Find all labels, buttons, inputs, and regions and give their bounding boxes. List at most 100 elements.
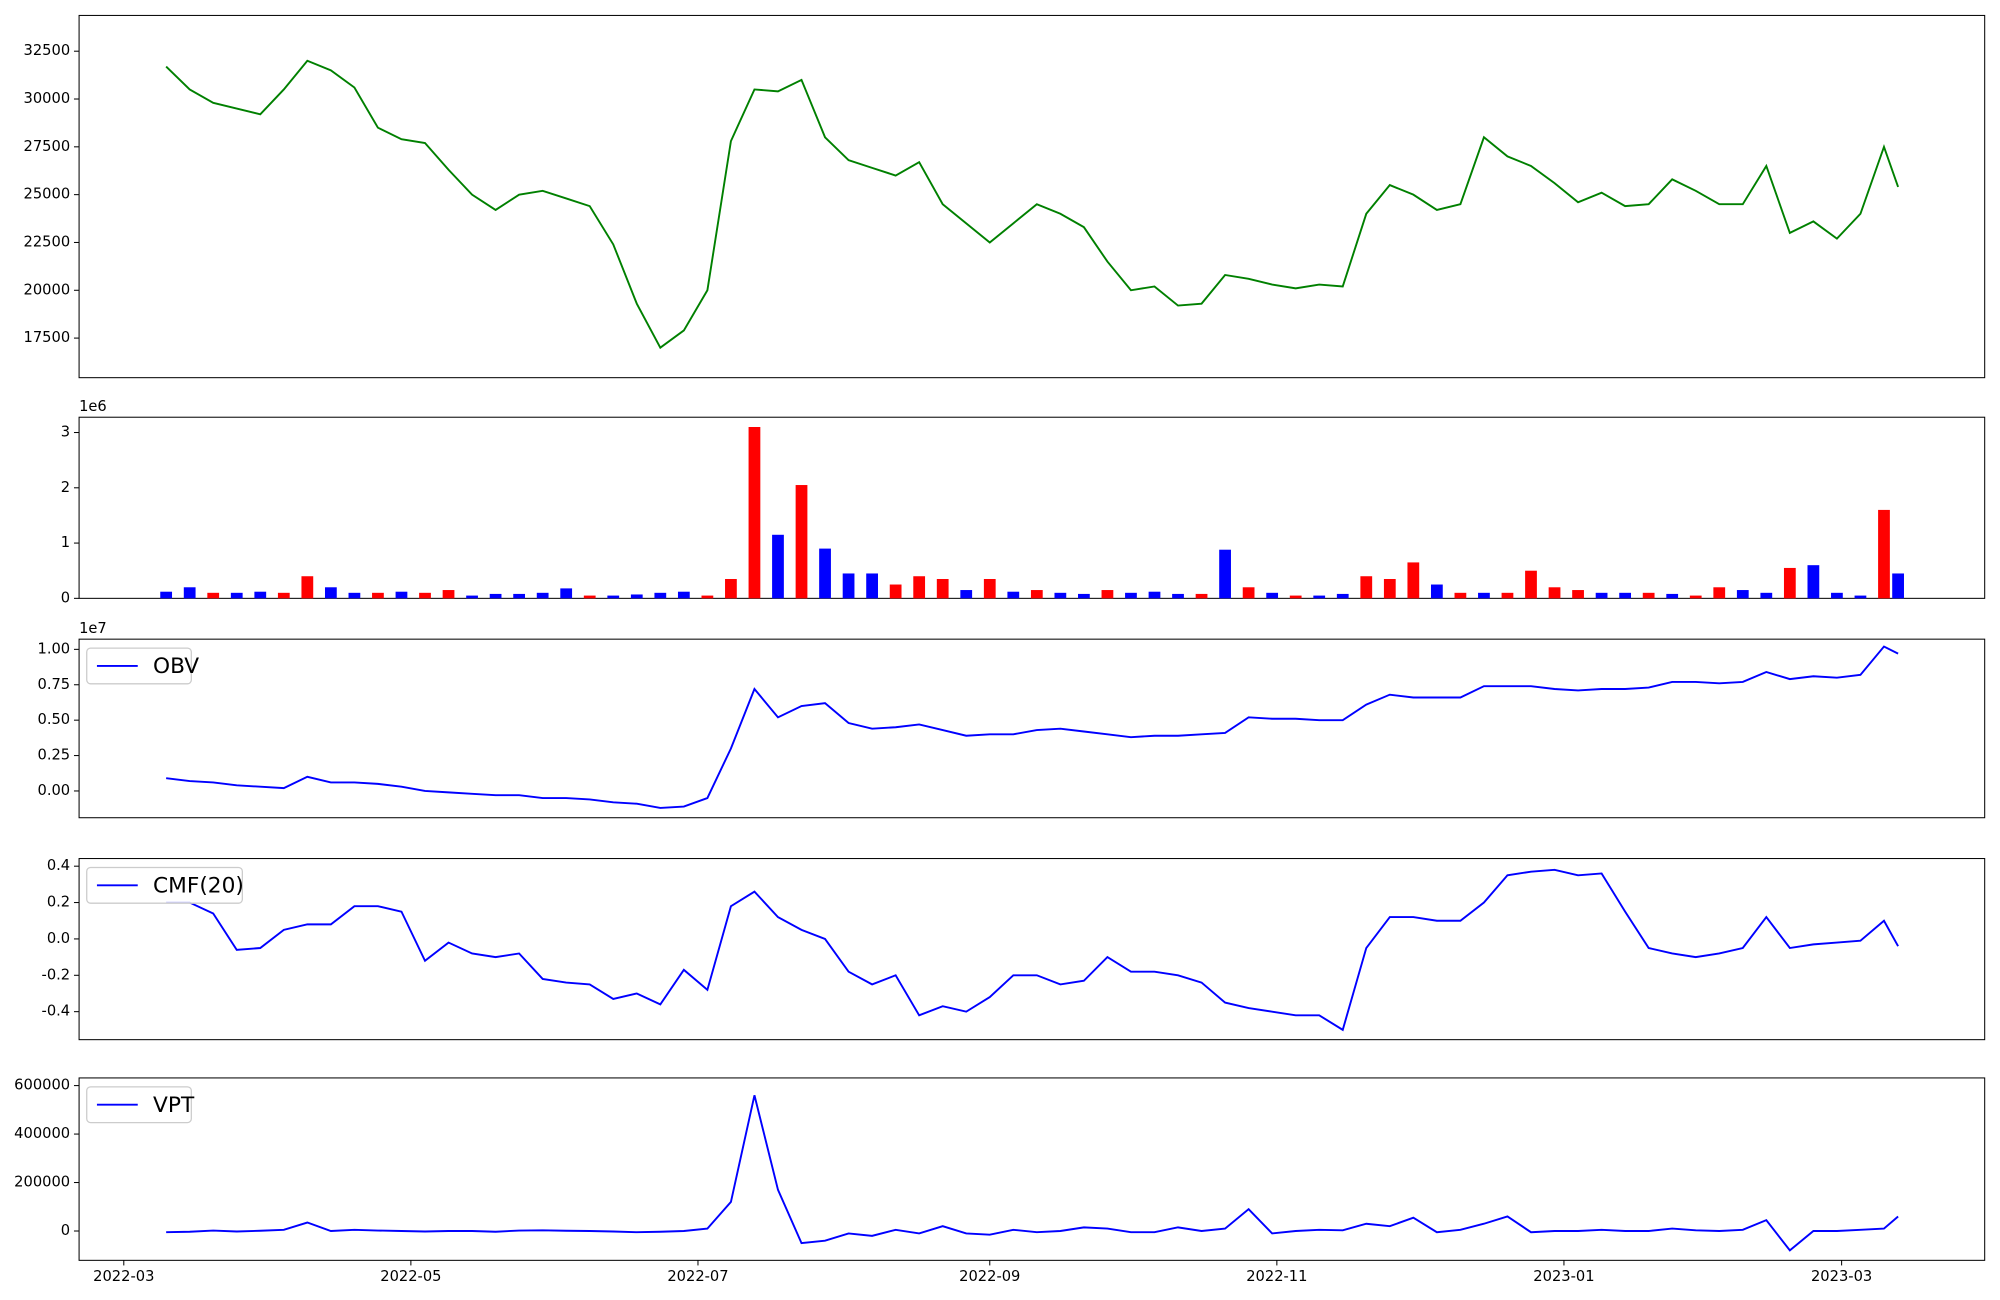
y-tick-label: 0.0 — [47, 930, 70, 947]
bar — [889, 584, 902, 599]
y-tick-label: 3 — [61, 424, 70, 441]
y-tick-label: 600000 — [14, 1077, 70, 1094]
panel-frame — [78, 1077, 1986, 1261]
y-tick-label: -0.4 — [42, 1003, 71, 1020]
bar — [1336, 593, 1349, 599]
bar — [230, 592, 243, 599]
y-tick-label: 0.00 — [38, 782, 71, 799]
y-tick-label: 0.75 — [38, 676, 71, 693]
y-tick-label: 1 — [61, 534, 70, 551]
bar — [795, 485, 808, 599]
y-tick-label: 2 — [61, 479, 70, 496]
bar — [536, 592, 549, 599]
bar — [324, 587, 337, 599]
y-tick-label: 20000 — [24, 281, 71, 298]
panel-frame — [78, 638, 1986, 819]
panel-frame — [78, 858, 1986, 1041]
bar — [277, 592, 290, 599]
series-line — [166, 1095, 1899, 1252]
legend-box — [86, 866, 243, 904]
bar — [748, 427, 761, 599]
bar — [442, 590, 455, 599]
bar — [1478, 592, 1490, 599]
bar — [819, 548, 831, 599]
bar — [1572, 590, 1584, 599]
bar — [1619, 592, 1632, 599]
bar — [560, 588, 573, 599]
bar — [983, 578, 996, 599]
y-tick-label: 27500 — [24, 138, 71, 155]
y-tick-label: 0.4 — [47, 857, 70, 874]
x-tick-label: 2023-03 — [1811, 1268, 1872, 1285]
series-line — [165, 59, 1900, 350]
y-tick-label: 25000 — [24, 186, 71, 203]
bar — [936, 578, 949, 599]
bar — [701, 595, 714, 599]
bar — [1525, 570, 1537, 599]
bar — [1760, 592, 1773, 599]
bar — [1689, 595, 1702, 599]
series-line — [166, 868, 1899, 1032]
bar — [1878, 509, 1890, 599]
bar — [1289, 595, 1302, 599]
bar — [1595, 592, 1608, 599]
bar — [372, 592, 384, 599]
panel-frame — [78, 14, 1986, 379]
bar — [913, 576, 926, 599]
y-tick-label: 200000 — [14, 1174, 70, 1191]
bar — [1125, 592, 1137, 599]
y-tick-label: 0.25 — [38, 747, 71, 764]
bar — [1831, 592, 1843, 599]
bar — [1242, 587, 1255, 599]
bar — [1642, 592, 1655, 599]
x-tick-label: 2022-03 — [93, 1268, 154, 1285]
bar — [1054, 592, 1067, 599]
bar — [1783, 567, 1796, 599]
bar — [1101, 590, 1114, 599]
bar — [419, 592, 431, 599]
bar — [1030, 590, 1043, 599]
y-tick-label: 0.2 — [47, 894, 70, 911]
bar — [1501, 592, 1514, 599]
bar — [1666, 593, 1679, 599]
y-tick-label: 0.50 — [38, 711, 71, 728]
bar — [348, 592, 361, 599]
bar — [1736, 590, 1749, 599]
y-tick-label: 17500 — [24, 329, 71, 346]
x-tick-label: 2022-05 — [380, 1268, 441, 1285]
bar — [489, 593, 502, 599]
x-tick-label: 2023-01 — [1533, 1268, 1594, 1285]
bar — [301, 576, 314, 599]
bar — [1454, 592, 1467, 599]
bar — [1007, 591, 1020, 599]
bar — [254, 591, 267, 599]
bar — [466, 595, 478, 599]
bar — [513, 593, 526, 599]
bar — [1807, 565, 1820, 599]
bar — [1430, 584, 1443, 599]
y-offset-label: 1e7 — [79, 620, 107, 637]
bar — [1219, 549, 1231, 599]
legend-label: OBV — [153, 654, 199, 679]
legend-label: CMF(20) — [153, 874, 244, 899]
bar — [1360, 576, 1373, 599]
bar — [1892, 573, 1904, 599]
x-tick-label: 2022-11 — [1246, 1268, 1307, 1285]
y-tick-label: 0 — [61, 1222, 70, 1239]
bar — [866, 573, 878, 599]
bar — [160, 591, 173, 599]
bar — [842, 573, 855, 599]
x-tick-label: 2022-09 — [959, 1268, 1020, 1285]
bar — [207, 592, 220, 599]
bar — [183, 587, 196, 599]
legend-box — [86, 1086, 192, 1124]
bar — [654, 592, 667, 599]
y-tick-label: 30000 — [24, 90, 71, 107]
bar — [725, 578, 737, 599]
bar — [1078, 593, 1090, 599]
bar — [772, 534, 784, 599]
bar — [583, 595, 596, 599]
bar — [1313, 595, 1326, 599]
